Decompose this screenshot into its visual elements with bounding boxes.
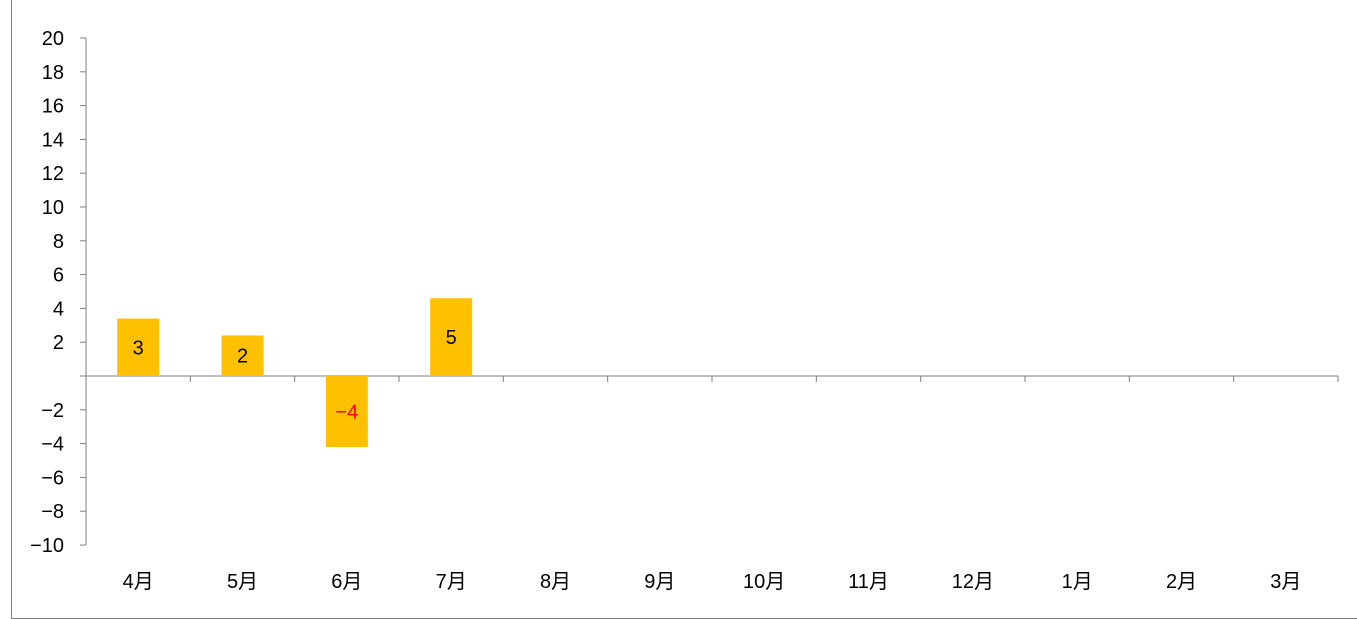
bars [117, 298, 473, 447]
y-tick-label: −4 [41, 434, 64, 456]
bar-data-label: 5 [446, 327, 457, 349]
y-tick-label: −10 [30, 535, 64, 557]
x-category-label: 2月 [1166, 571, 1197, 593]
y-tick-label: 16 [42, 96, 64, 118]
y-tick-label: 12 [42, 163, 64, 185]
y-tick-label: −2 [41, 400, 64, 422]
y-axis: 20 18 16 14 12 10 8 6 4 2 −2 −4 −6 −8 −10 [30, 28, 87, 557]
bar-data-label: 3 [133, 337, 144, 359]
x-category-label: 11月 [848, 571, 889, 593]
y-tick-label: 18 [42, 62, 64, 84]
x-category-label: 7月 [436, 571, 467, 593]
x-category-label: 8月 [540, 571, 571, 593]
x-category-label: 12月 [952, 571, 994, 593]
y-tick-label: 20 [42, 28, 64, 50]
bar [117, 318, 160, 376]
x-category-label: 9月 [644, 571, 675, 593]
x-category-label: 5月 [227, 571, 258, 593]
bar-data-label: −4 [335, 401, 358, 423]
y-tick-label: 6 [53, 265, 64, 287]
x-category-label: 1月 [1062, 571, 1093, 593]
y-tick-label: 8 [53, 231, 64, 253]
x-category-label: 6月 [331, 571, 362, 593]
x-category-label: 3月 [1270, 571, 1301, 593]
bar [430, 298, 473, 376]
bar-data-label: 2 [237, 346, 248, 368]
x-category-label: 4月 [123, 571, 154, 593]
bar [221, 335, 264, 376]
y-tick-label: 2 [53, 332, 64, 354]
x-category-label: 10月 [743, 571, 785, 593]
y-tick-label: 4 [53, 298, 64, 320]
y-tick-label: −8 [41, 501, 64, 523]
x-axis: 4月 5月 6月 7月 8月 9月 10月 11月 12月 1月 2月 3月 [85, 375, 1339, 593]
bar [325, 376, 368, 447]
y-tick-label: −6 [41, 467, 64, 489]
y-tick-label: 14 [42, 129, 64, 151]
y-tick-label: 10 [42, 197, 64, 219]
data-labels: 3 2 −4 5 [133, 327, 457, 423]
